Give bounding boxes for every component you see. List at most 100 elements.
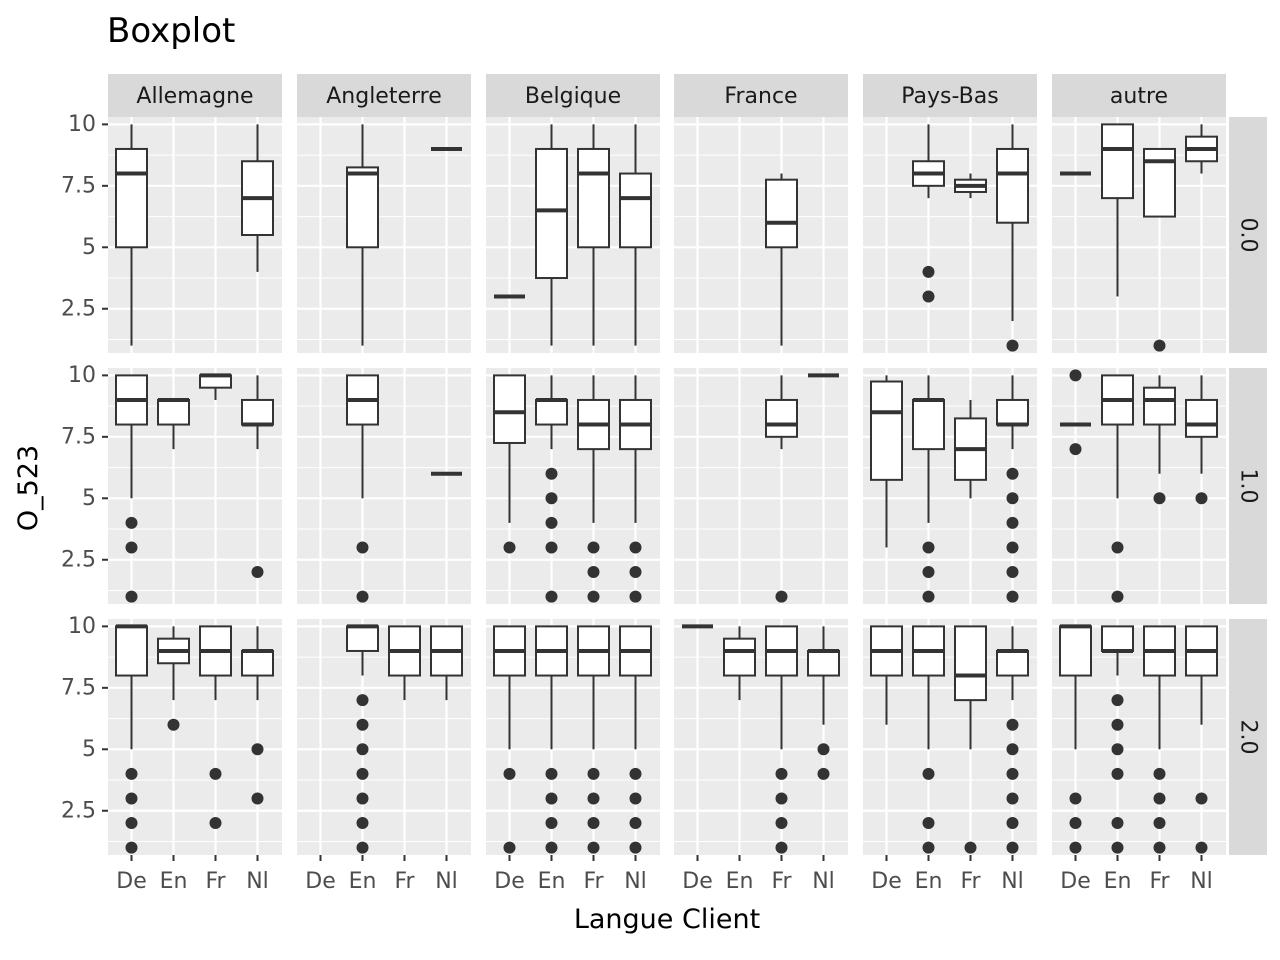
y-tick-label: 7.5: [61, 424, 96, 449]
outlier-point: [356, 817, 369, 830]
box-nl: [807, 626, 840, 780]
box-fr: [577, 124, 610, 346]
y-axis-tick-labels: 2.5 5 7.5 10 2.5 5 7.5 10 2.5 5 7.5 10: [61, 112, 108, 823]
x-tick-label-fr: Fr: [583, 869, 604, 894]
box-body: [346, 166, 379, 249]
outlier-point: [629, 792, 642, 805]
row-strip-label-2-0: 2.0: [1236, 720, 1261, 755]
box-body: [1185, 398, 1218, 438]
row-strips: 0.0 1.0 2.0: [1229, 117, 1267, 855]
row-strip-2-0: [1229, 619, 1267, 855]
outlier-point: [775, 817, 788, 830]
box-body: [1143, 147, 1176, 218]
outlier-point: [629, 841, 642, 854]
box-de: [870, 625, 903, 725]
panel-0-0-autre: [1052, 117, 1226, 353]
outlier-point: [775, 792, 788, 805]
outlier-point: [125, 767, 138, 780]
outlier-point: [503, 841, 516, 854]
chart-title: Boxplot: [107, 11, 235, 51]
box-en: [1101, 625, 1134, 854]
panel-2-0-pays-bas: [863, 619, 1037, 855]
box-nl: [241, 124, 274, 272]
panel-background: [297, 368, 471, 604]
outlier-point: [587, 767, 600, 780]
x-tick-label-nl: Nl: [435, 869, 458, 894]
outlier-point: [545, 841, 558, 854]
outlier-point: [125, 841, 138, 854]
panel-2-0-angleterre: [297, 619, 471, 855]
outlier-point: [817, 767, 830, 780]
box-body: [996, 147, 1029, 224]
column-strip-pays-bas: [863, 74, 1037, 117]
outlier-point: [1006, 743, 1019, 756]
outlier-point: [209, 817, 222, 830]
panel-1-0-angleterre: [297, 368, 471, 604]
outlier-point: [629, 590, 642, 603]
outlier-point: [587, 792, 600, 805]
outlier-point: [922, 841, 935, 854]
outlier-point: [545, 590, 558, 603]
outlier-point: [1069, 792, 1082, 805]
box-nl: [619, 375, 652, 603]
box-en: [346, 374, 379, 603]
outlier-point: [356, 841, 369, 854]
outlier-point: [1153, 339, 1166, 352]
panel-1-0-allemagne: [108, 368, 282, 604]
outlier-point: [1069, 817, 1082, 830]
outlier-point: [1111, 541, 1124, 554]
y-axis-title: O_523: [13, 445, 44, 531]
box-fr: [388, 625, 421, 701]
box-nl: [430, 625, 463, 701]
row-strip-1-0: [1229, 368, 1267, 604]
box-en: [1101, 374, 1134, 603]
x-tick-label-en: En: [160, 869, 188, 894]
box-body: [996, 398, 1029, 426]
outlier-point: [1195, 792, 1208, 805]
x-tick-label-nl: Nl: [1190, 869, 1213, 894]
y-tick-label: 10: [68, 614, 96, 639]
outlier-point: [1006, 817, 1019, 830]
box-nl: [996, 626, 1029, 854]
panel-2-0-allemagne: [108, 619, 282, 855]
panel-background: [674, 117, 848, 353]
outlier-point: [1195, 841, 1208, 854]
x-tick-label-en: En: [726, 869, 754, 894]
box-fr: [765, 375, 798, 603]
box-body: [346, 625, 379, 652]
x-tick-label-de: De: [305, 869, 335, 894]
y-tick-label: 7.5: [61, 675, 96, 700]
x-tick-label-en: En: [915, 869, 943, 894]
box-body: [115, 147, 148, 249]
column-strips: Allemagne Angleterre Belgique France Pays-Ba…: [108, 74, 1226, 117]
x-tick-label-de: De: [682, 869, 712, 894]
box-nl: [241, 375, 274, 579]
panel-2-0-belgique: [486, 619, 660, 855]
outlier-point: [922, 590, 935, 603]
outlier-point: [587, 566, 600, 579]
box-body: [115, 625, 148, 677]
outlier-point: [251, 792, 264, 805]
box-body: [765, 178, 798, 249]
column-strip-label-belgique: Belgique: [525, 84, 621, 109]
column-strip-label-pays-bas: Pays-Bas: [901, 84, 998, 109]
box-body: [912, 398, 945, 451]
outlier-point: [587, 590, 600, 603]
outlier-point: [1069, 369, 1082, 382]
panel-1-0-france: [674, 368, 848, 604]
outlier-point: [1153, 767, 1166, 780]
box-nl: [996, 124, 1029, 352]
box-body: [1059, 625, 1092, 677]
y-tick-label: 2.5: [61, 798, 96, 823]
row-strip-label-0-0: 0.0: [1236, 218, 1261, 253]
outlier-point: [356, 590, 369, 603]
y-tick-label: 10: [68, 112, 96, 137]
y-tick-label: 7.5: [61, 173, 96, 198]
x-tick-label-fr: Fr: [771, 869, 792, 894]
panel-0-0-belgique: [486, 117, 660, 353]
panel-0-0-pays-bas: [863, 117, 1037, 353]
y-tick-label: 5: [82, 235, 96, 260]
box-body: [954, 625, 987, 702]
outlier-point: [545, 492, 558, 505]
box-en: [535, 124, 568, 346]
